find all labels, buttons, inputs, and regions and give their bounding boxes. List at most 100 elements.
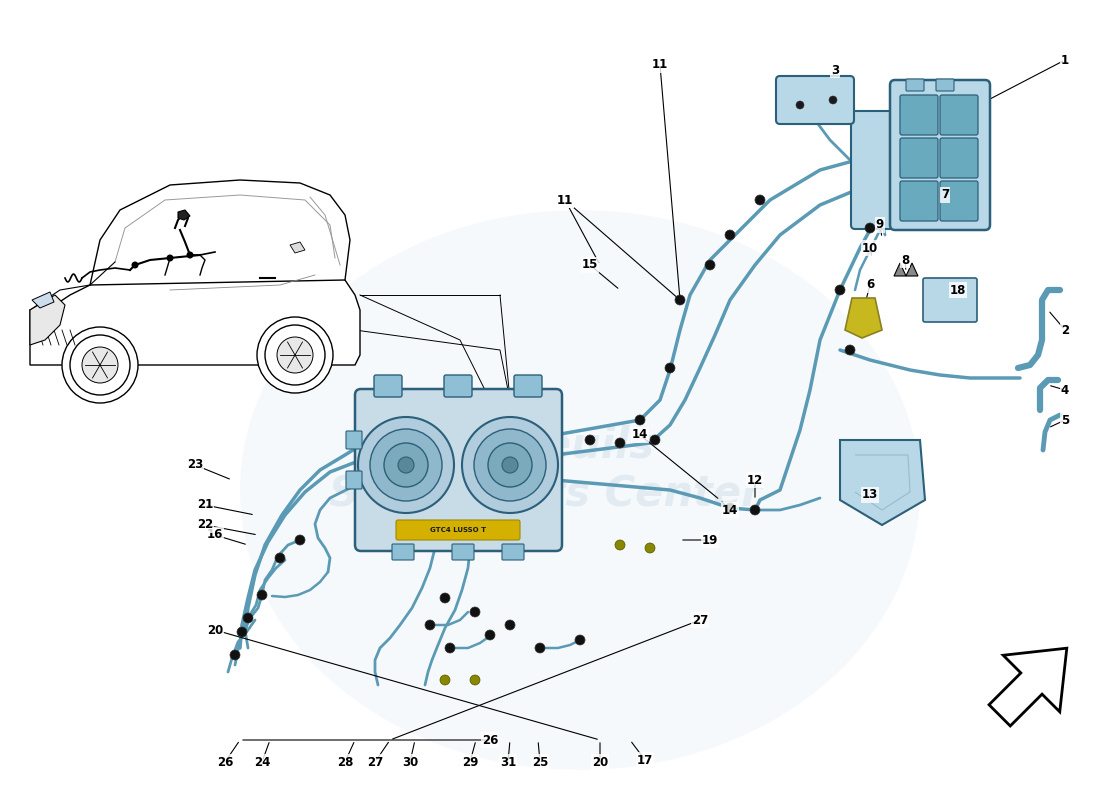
Circle shape xyxy=(865,223,874,233)
Circle shape xyxy=(666,363,675,373)
Text: 23: 23 xyxy=(187,458,204,471)
FancyBboxPatch shape xyxy=(396,520,520,540)
Circle shape xyxy=(236,627,248,637)
FancyBboxPatch shape xyxy=(906,79,924,91)
Circle shape xyxy=(358,417,454,513)
Circle shape xyxy=(502,457,518,473)
Text: 10: 10 xyxy=(862,242,878,254)
Text: 24: 24 xyxy=(254,755,271,769)
FancyBboxPatch shape xyxy=(776,76,854,124)
Circle shape xyxy=(277,337,313,373)
Text: 1: 1 xyxy=(1060,54,1069,66)
Circle shape xyxy=(257,590,267,600)
Circle shape xyxy=(295,535,305,545)
Circle shape xyxy=(440,675,450,685)
Circle shape xyxy=(645,543,654,553)
Circle shape xyxy=(675,295,685,305)
Text: 30: 30 xyxy=(402,755,418,769)
Text: 7: 7 xyxy=(940,189,949,202)
Polygon shape xyxy=(178,210,190,220)
Text: 16: 16 xyxy=(207,529,223,542)
Polygon shape xyxy=(894,263,906,276)
Text: 6: 6 xyxy=(866,278,874,291)
Text: GTC4 LUSSO T: GTC4 LUSSO T xyxy=(430,527,486,533)
FancyBboxPatch shape xyxy=(923,278,977,322)
Circle shape xyxy=(470,607,480,617)
Circle shape xyxy=(265,325,324,385)
Text: 20: 20 xyxy=(592,755,608,769)
Text: 8: 8 xyxy=(901,254,909,266)
Text: 20: 20 xyxy=(207,623,223,637)
Text: 14: 14 xyxy=(631,429,648,442)
FancyBboxPatch shape xyxy=(940,138,978,178)
Circle shape xyxy=(275,553,285,563)
Text: 11: 11 xyxy=(557,194,573,206)
Text: 26: 26 xyxy=(482,734,498,746)
Circle shape xyxy=(470,675,480,685)
Circle shape xyxy=(132,262,139,269)
Text: 4: 4 xyxy=(1060,383,1069,397)
Polygon shape xyxy=(32,292,54,308)
FancyBboxPatch shape xyxy=(444,375,472,397)
Polygon shape xyxy=(840,440,925,525)
Polygon shape xyxy=(30,295,65,345)
FancyBboxPatch shape xyxy=(940,95,978,135)
Text: 27: 27 xyxy=(367,755,383,769)
Circle shape xyxy=(845,345,855,355)
Circle shape xyxy=(755,195,764,205)
Circle shape xyxy=(575,635,585,645)
Circle shape xyxy=(505,620,515,630)
Text: eCureuils
Superparts Center: eCureuils Superparts Center xyxy=(329,425,761,515)
Text: 29: 29 xyxy=(462,755,478,769)
FancyBboxPatch shape xyxy=(355,389,562,551)
Text: 5: 5 xyxy=(1060,414,1069,426)
Text: 21: 21 xyxy=(197,498,213,511)
Polygon shape xyxy=(90,180,350,285)
Text: 31: 31 xyxy=(499,755,516,769)
Text: 2: 2 xyxy=(1060,323,1069,337)
FancyBboxPatch shape xyxy=(900,95,938,135)
Text: 19: 19 xyxy=(702,534,718,546)
Circle shape xyxy=(585,435,595,445)
Circle shape xyxy=(485,630,495,640)
Text: 11: 11 xyxy=(557,194,573,206)
Circle shape xyxy=(230,650,240,660)
Polygon shape xyxy=(989,648,1067,726)
Text: 22: 22 xyxy=(197,518,213,531)
Circle shape xyxy=(243,613,253,623)
FancyBboxPatch shape xyxy=(452,544,474,560)
Text: 15: 15 xyxy=(582,258,598,271)
Circle shape xyxy=(835,285,845,295)
Circle shape xyxy=(796,101,804,109)
Circle shape xyxy=(829,96,837,104)
Circle shape xyxy=(474,429,546,501)
FancyBboxPatch shape xyxy=(346,471,362,489)
FancyBboxPatch shape xyxy=(851,111,918,229)
Circle shape xyxy=(257,317,333,393)
FancyBboxPatch shape xyxy=(940,181,978,221)
Text: 25: 25 xyxy=(531,755,548,769)
FancyBboxPatch shape xyxy=(346,431,362,449)
Circle shape xyxy=(615,438,625,448)
Circle shape xyxy=(70,335,130,395)
Circle shape xyxy=(635,415,645,425)
FancyBboxPatch shape xyxy=(890,80,990,230)
Circle shape xyxy=(488,443,532,487)
FancyBboxPatch shape xyxy=(514,375,542,397)
Text: 9: 9 xyxy=(876,218,884,231)
FancyBboxPatch shape xyxy=(900,138,938,178)
FancyBboxPatch shape xyxy=(392,544,414,560)
Circle shape xyxy=(187,251,194,258)
FancyBboxPatch shape xyxy=(374,375,401,397)
Text: 14: 14 xyxy=(722,503,738,517)
Text: 17: 17 xyxy=(637,754,653,766)
Polygon shape xyxy=(30,255,360,365)
Circle shape xyxy=(650,435,660,445)
Text: 18: 18 xyxy=(949,283,966,297)
Circle shape xyxy=(535,643,544,653)
Circle shape xyxy=(384,443,428,487)
Text: 27: 27 xyxy=(692,614,708,626)
Text: 26: 26 xyxy=(217,755,233,769)
Circle shape xyxy=(398,457,414,473)
Circle shape xyxy=(705,260,715,270)
